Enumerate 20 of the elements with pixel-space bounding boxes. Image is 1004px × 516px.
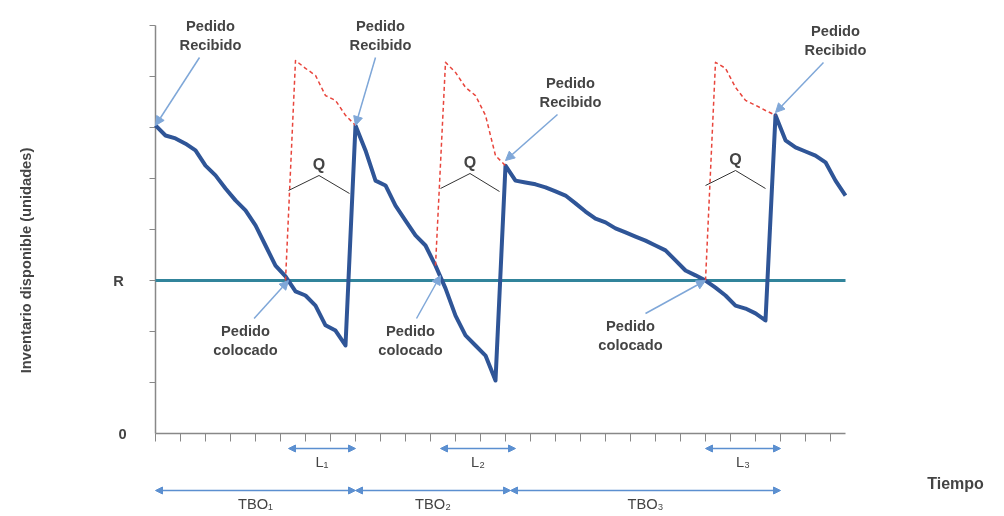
text: TBO₂ — [415, 495, 451, 512]
annotation: Pedido colocado — [213, 322, 278, 359]
text: L₂ — [471, 453, 485, 470]
text: TBO₁ — [237, 495, 274, 512]
ref-line-label: R — [113, 272, 125, 289]
text: L₃ — [735, 453, 751, 470]
annotation: Q — [312, 155, 326, 173]
text: Inventario disponible (unidades) — [17, 147, 34, 374]
annotation: Q — [463, 153, 477, 171]
text: Tiempo — [927, 475, 985, 492]
annotation: Q — [729, 150, 742, 168]
text: Pedido Recibido — [349, 17, 412, 54]
annotation: Pedido Recibido — [539, 74, 602, 111]
text: TBO₃ — [627, 495, 664, 512]
annotation: Pedido colocado — [598, 317, 663, 354]
text: L₁ — [315, 453, 329, 470]
text: Pedido Recibido — [804, 22, 867, 59]
annotation: Pedido colocado — [378, 322, 443, 359]
text: Pedido Recibido — [179, 17, 242, 54]
text: 0 — [118, 425, 127, 442]
